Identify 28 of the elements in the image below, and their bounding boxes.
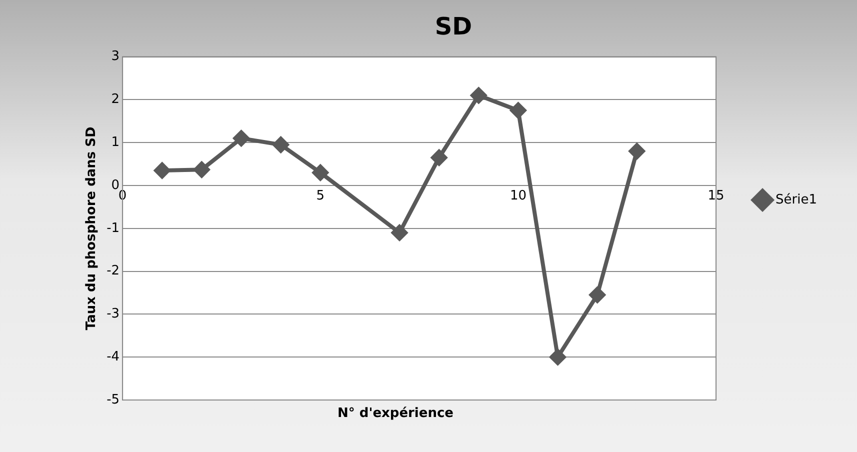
point bbox=[470, 87, 487, 104]
point bbox=[392, 224, 408, 241]
point bbox=[194, 162, 210, 178]
y-tick-label: -2 bbox=[106, 264, 120, 279]
point bbox=[312, 164, 328, 181]
y-tick-label: 1 bbox=[111, 134, 120, 150]
y-tick-label: -1 bbox=[106, 220, 120, 236]
y-tick-label: 2 bbox=[111, 92, 120, 108]
x-axis-title: N° d'expérience bbox=[336, 406, 454, 421]
y-tick-label: 0 bbox=[111, 178, 120, 193]
point bbox=[550, 349, 566, 366]
y-axis-title: Taux du phosphore dans SD bbox=[84, 126, 100, 330]
x-tick-label: 15 bbox=[708, 188, 724, 204]
point bbox=[272, 136, 289, 153]
point bbox=[233, 130, 250, 146]
legend-label: Série1 bbox=[776, 192, 818, 208]
point bbox=[431, 150, 448, 166]
y-tick-label: -4 bbox=[106, 349, 120, 364]
point bbox=[510, 102, 526, 118]
point bbox=[628, 143, 645, 160]
chart-title: SD bbox=[434, 12, 472, 41]
y-tick-label: -3 bbox=[106, 306, 120, 322]
y-tick-label: 3 bbox=[111, 49, 120, 64]
x-tick-label: 5 bbox=[316, 188, 325, 204]
point bbox=[589, 286, 606, 303]
x-tick-label: 10 bbox=[510, 188, 526, 204]
y-tick-label: -5 bbox=[106, 392, 120, 408]
point bbox=[154, 162, 170, 178]
